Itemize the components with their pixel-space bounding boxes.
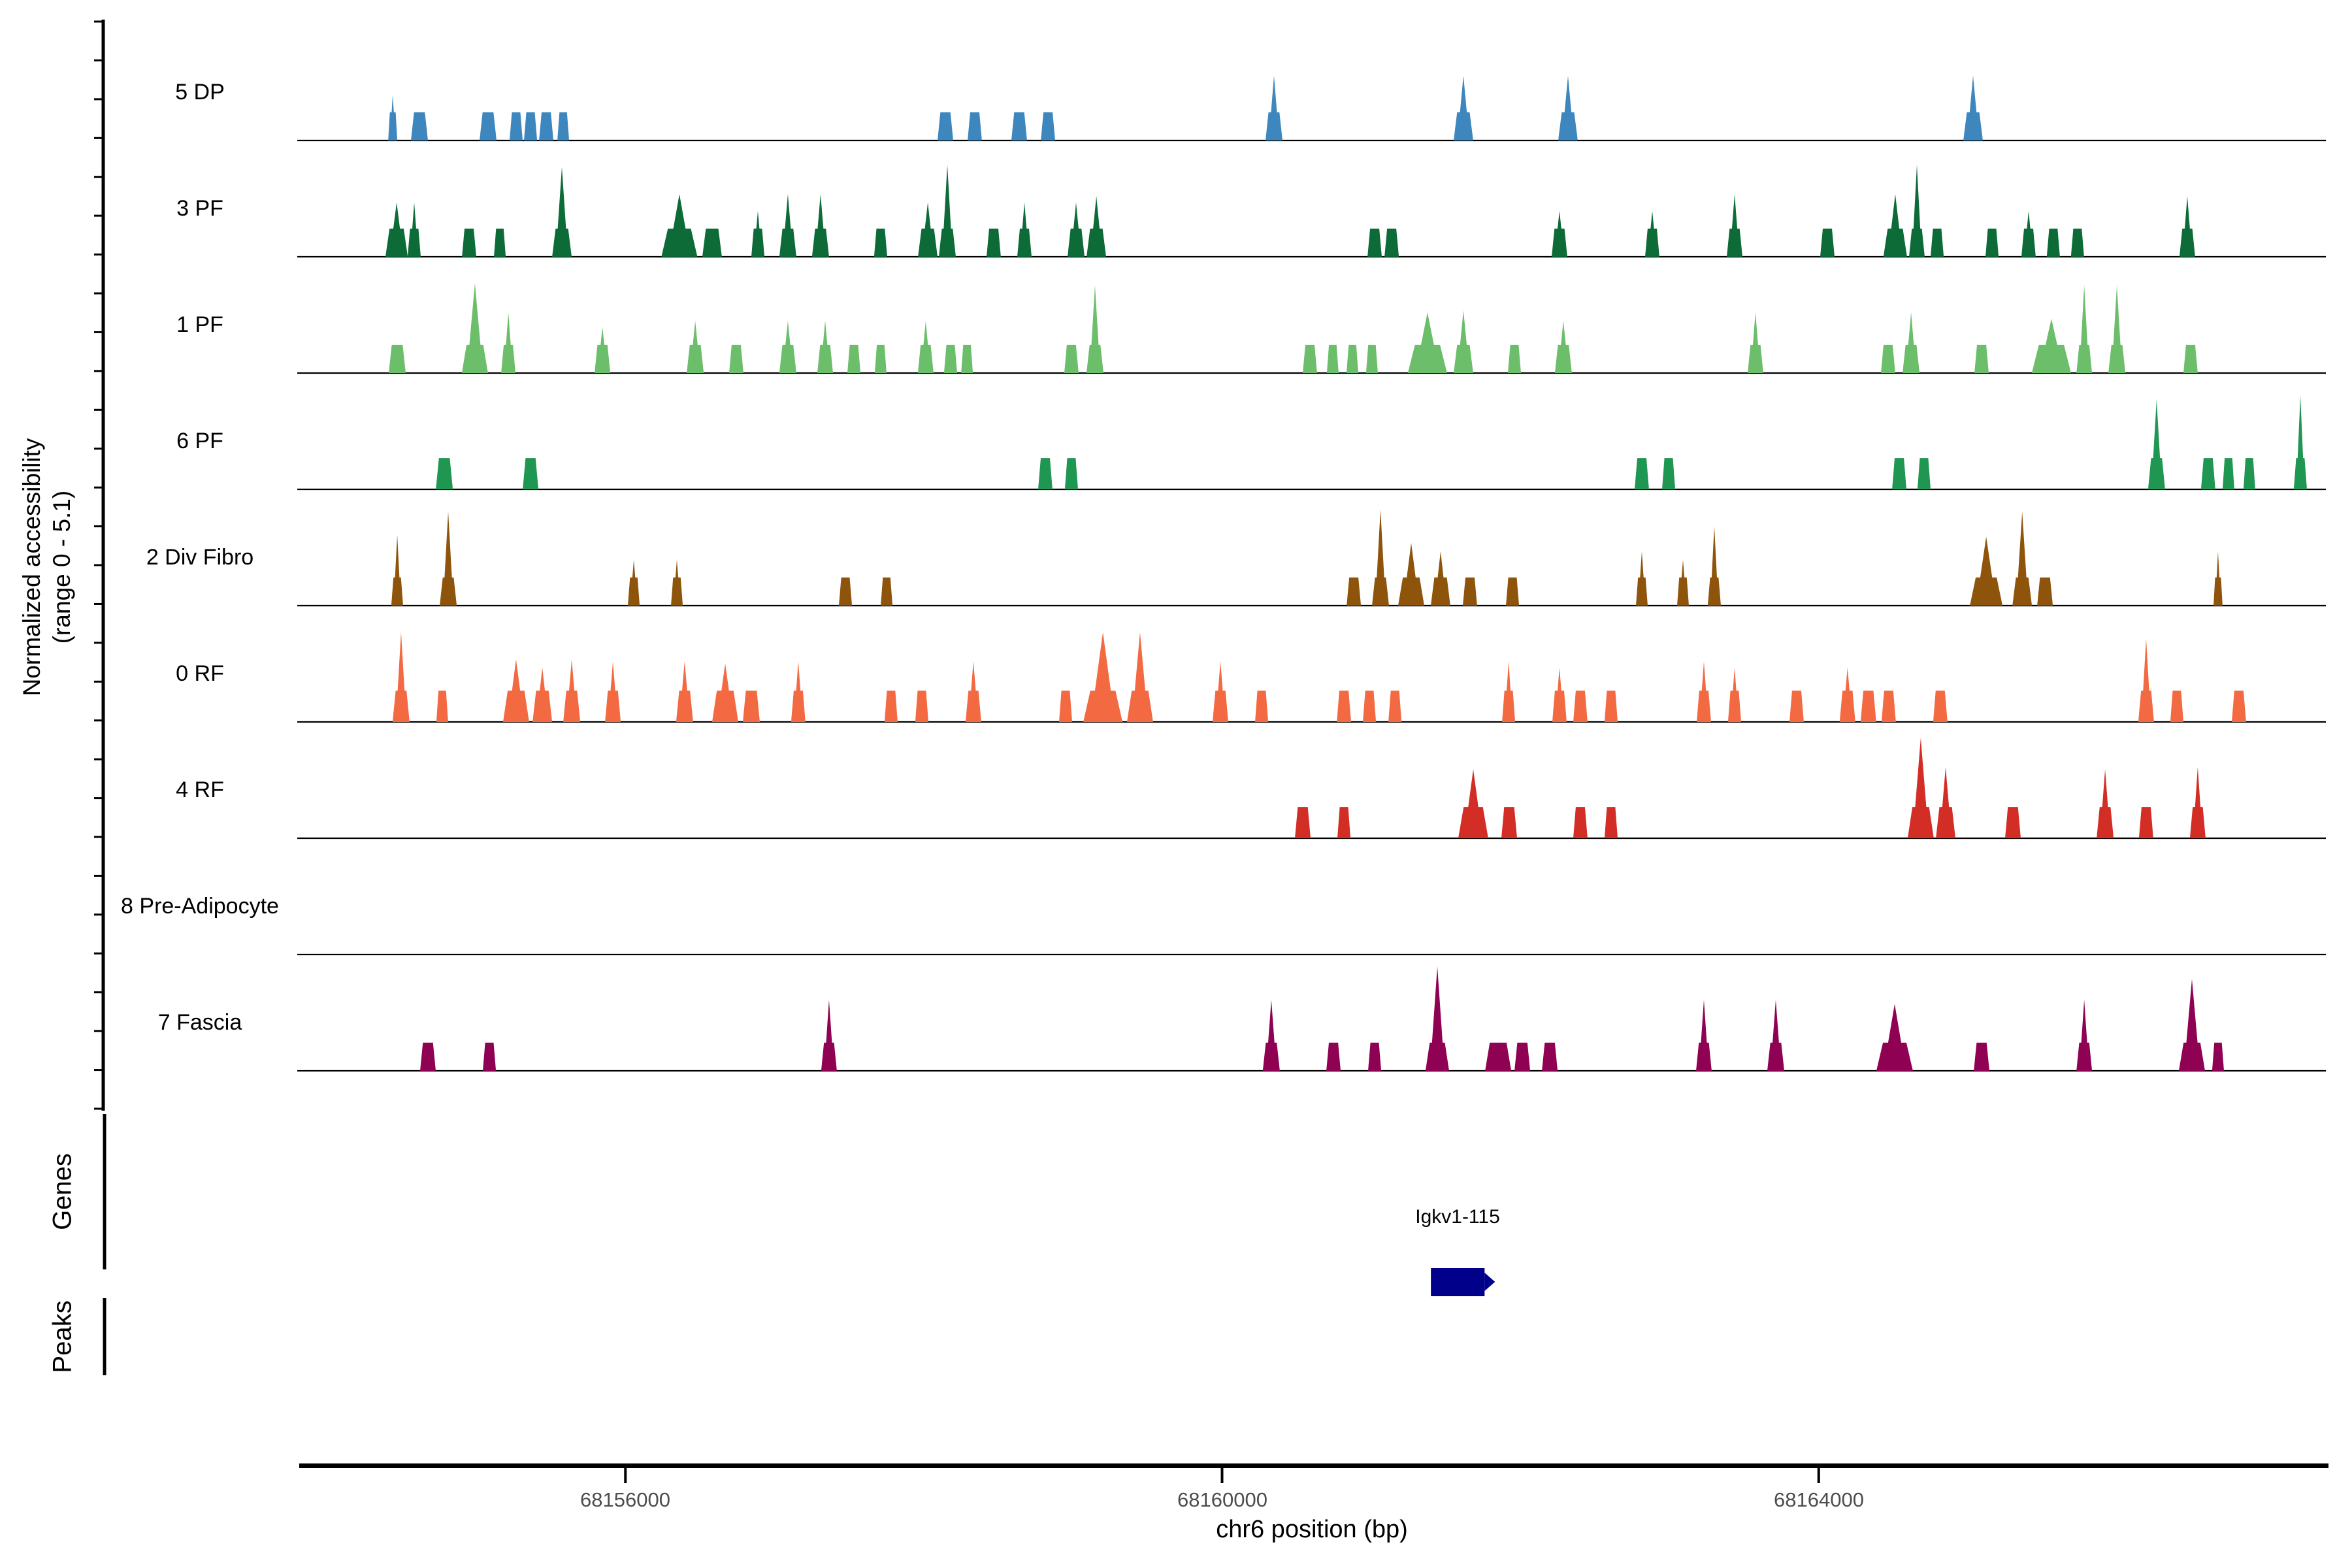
track-label: 7 Fascia (157, 1010, 242, 1035)
track-label: 0 RF (176, 661, 224, 686)
y-axis-label-line1: Normalized accessibility (18, 438, 45, 696)
gene-body (1431, 1268, 1485, 1296)
track-label: 6 PF (176, 429, 223, 453)
x-tick-label-1: 68156000 (580, 1488, 670, 1511)
track-label: 4 RF (176, 777, 224, 802)
track-signal-1-pf (389, 283, 2198, 373)
gene-name-label: Igkv1-115 (1415, 1206, 1500, 1228)
genes-section-label: Genes (48, 1153, 77, 1230)
track-signal-4-rf (1295, 738, 2206, 838)
x-axis-title: chr6 position (bp) (1216, 1516, 1408, 1543)
track-label: 5 DP (175, 80, 225, 105)
track-signal-3-pf (385, 165, 2195, 257)
x-axis-line (299, 1463, 2328, 1468)
track-label: 1 PF (176, 312, 223, 337)
gene-strand-arrow (1484, 1273, 1495, 1291)
x-tick-label-3: 68164000 (1774, 1488, 1864, 1511)
track-signal-6-pf (436, 395, 2307, 489)
y-axis-label-line2: (range 0 - 5.1) (48, 490, 75, 644)
track-label: 2 Div Fibro (146, 545, 254, 570)
peaks-section-label: Peaks (48, 1300, 77, 1373)
track-signal-5-dp (388, 75, 1984, 140)
track-signal-2-div-fibro (391, 510, 2223, 606)
y-axis-label: Normalized accessibility (range 0 - 5.1) (17, 438, 77, 696)
track-label: 8 Pre-Adipocyte (121, 894, 279, 919)
track-signal-0-rf (392, 632, 2246, 722)
x-tick-label-2: 68160000 (1177, 1488, 1267, 1511)
track-signal-7-fascia (420, 966, 2224, 1071)
track-label: 3 PF (176, 196, 223, 221)
